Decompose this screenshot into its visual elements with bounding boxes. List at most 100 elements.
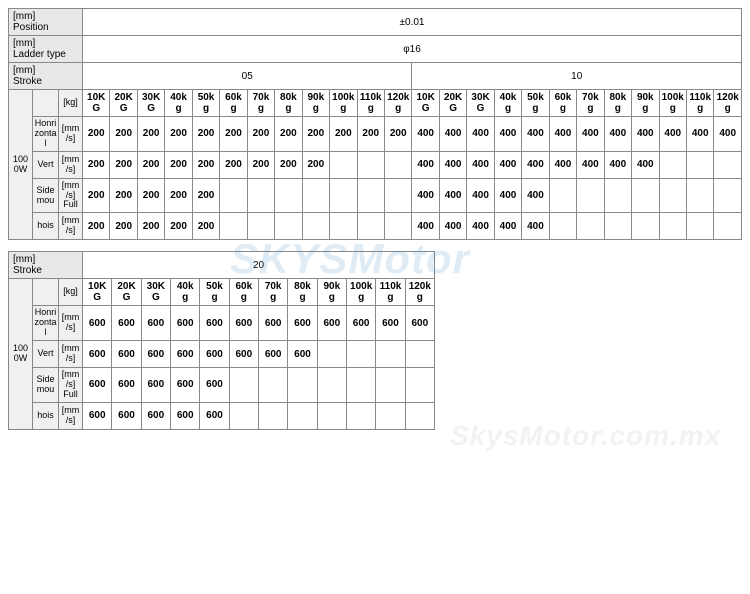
b05-v-2: 200 [137,151,164,178]
b05-s-11 [384,178,411,213]
b10-v-5: 400 [549,151,576,178]
b20-h-0: 600 [83,306,112,341]
b10-s-2: 400 [467,178,494,213]
unit-speed: [mm/s] [59,402,83,429]
b20-ho-1: 600 [112,402,141,429]
unit-speed: [mm/s] [59,117,83,152]
b05-ho-8 [302,213,329,240]
b05-ho-9 [330,213,357,240]
b05-v-3: 200 [165,151,192,178]
b20-h-5: 600 [229,306,258,341]
b05-h-11: 200 [384,117,411,152]
weight-col-10: 110kg [357,90,384,117]
b10-h-9: 400 [659,117,686,152]
b20-v-4: 600 [200,341,229,368]
b05-h-1: 200 [110,117,137,152]
b05-v-4: 200 [192,151,219,178]
b05-ho-11 [384,213,411,240]
spec-table: [mm]Position±0.01[mm]Ladder typeφ16[mm]S… [8,8,742,240]
b20-s-8 [317,368,346,403]
weight-col-3: 40kg [165,90,192,117]
b10-s-4: 400 [522,178,549,213]
b20-ho-5 [229,402,258,429]
b05-ho-10 [357,213,384,240]
b20-h-7: 600 [288,306,317,341]
weight-col-8: 90kg [302,90,329,117]
b20-ho-9 [346,402,375,429]
b10-s-6 [577,178,604,213]
hdr-stroke-1: [mm]Stroke [9,63,83,90]
b05-ho-7 [275,213,302,240]
weight-col-7: 80kg [288,279,317,306]
b10-ho-4: 400 [522,213,549,240]
b05-s-6 [247,178,274,213]
weight-col-5: 60kg [549,90,576,117]
stroke-05: 05 [83,63,412,90]
b05-h-3: 200 [165,117,192,152]
dir-vert-2: Vert [33,341,59,368]
b10-v-10 [686,151,713,178]
unit-kg: [kg] [59,90,83,117]
unit-speed: [mm/s] [59,306,83,341]
unit-speed: [mm/s] [59,213,83,240]
b05-s-1: 200 [110,178,137,213]
b05-v-1: 200 [110,151,137,178]
b10-ho-10 [686,213,713,240]
dir-horiz: Honrizontal [33,117,59,152]
val-ladder: φ16 [83,36,742,63]
b05-s-4: 200 [192,178,219,213]
b20-ho-10 [376,402,405,429]
b20-h-1: 600 [112,306,141,341]
dir-hois: hois [33,213,59,240]
weight-col-6: 70kg [577,90,604,117]
b10-ho-5 [549,213,576,240]
b20-h-9: 600 [346,306,375,341]
b20-ho-4: 600 [200,402,229,429]
b20-ho-8 [317,402,346,429]
b20-s-9 [346,368,375,403]
b20-s-5 [229,368,258,403]
b20-h-3: 600 [171,306,200,341]
b10-h-8: 400 [632,117,659,152]
weight-col-0: 10KG [83,279,112,306]
b10-ho-11 [714,213,742,240]
b10-ho-1: 400 [439,213,466,240]
b05-s-0: 200 [83,178,110,213]
weight-col-9: 100kg [659,90,686,117]
b10-ho-3: 400 [494,213,521,240]
b20-ho-11 [405,402,434,429]
weight-col-1: 20KG [439,90,466,117]
b05-s-8 [302,178,329,213]
b20-v-0: 600 [83,341,112,368]
b20-h-4: 600 [200,306,229,341]
b20-s-7 [288,368,317,403]
b20-v-11 [405,341,434,368]
weight-col-7: 80kg [275,90,302,117]
b10-ho-8 [632,213,659,240]
unit-speed: [mm/s] [59,151,83,178]
b10-ho-0: 400 [412,213,439,240]
b10-s-3: 400 [494,178,521,213]
weight-col-4: 50kg [200,279,229,306]
watermark-url: SkysMotor.com.mx [450,420,721,452]
b20-ho-2: 600 [141,402,170,429]
b20-v-2: 600 [141,341,170,368]
weight-col-10: 110kg [376,279,405,306]
b05-v-7: 200 [275,151,302,178]
b05-ho-3: 200 [165,213,192,240]
b20-s-1: 600 [112,368,141,403]
b20-s-3: 600 [171,368,200,403]
b10-v-11 [714,151,742,178]
b05-s-7 [275,178,302,213]
b05-ho-0: 200 [83,213,110,240]
b05-ho-5 [220,213,247,240]
b05-v-6: 200 [247,151,274,178]
b10-s-10 [686,178,713,213]
b10-h-11: 400 [714,117,742,152]
dir-vert: Vert [33,151,59,178]
b05-s-2: 200 [137,178,164,213]
b05-ho-6 [247,213,274,240]
b10-v-7: 400 [604,151,631,178]
b10-v-4: 400 [522,151,549,178]
weight-col-9: 100kg [330,90,357,117]
